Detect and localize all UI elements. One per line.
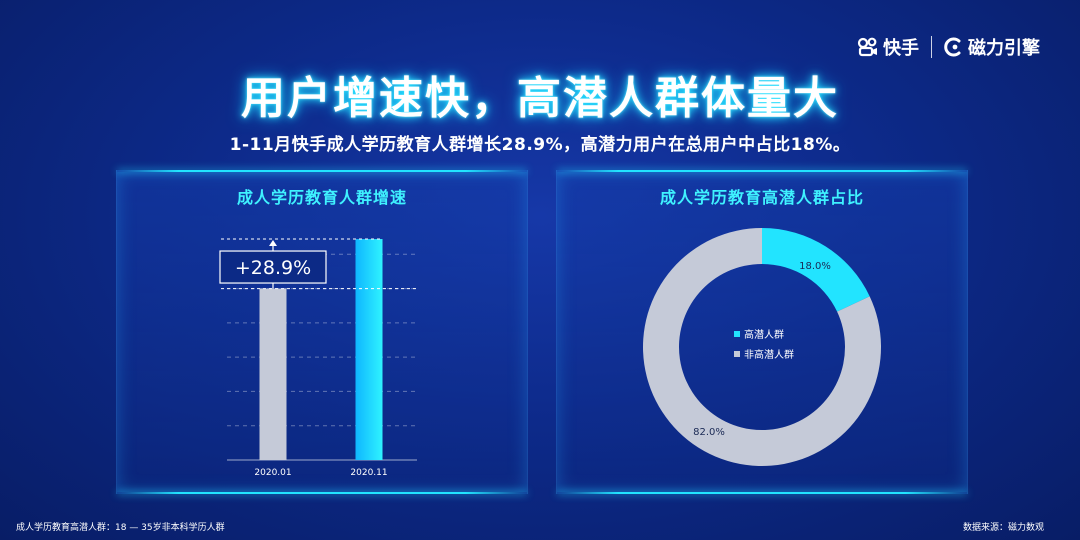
logo-divider [931,36,932,58]
slice-non-high-potential [643,228,881,466]
growth-annotation-box [219,250,327,284]
growth-annotation: +28.9% [235,257,311,279]
slice-high-potential [762,228,870,312]
donut-chart-title: 成人学历教育高潜人群占比 [659,188,864,207]
cili-label: 磁力引擎 [968,38,1040,59]
bar-2020.01 [259,288,287,460]
bar-chart: 2020.01 2020.11 +28.9% [219,238,417,478]
cili-engine-icon [944,37,964,57]
kuaishou-icon [857,37,879,57]
slice-value-label: 82.0% [693,427,725,438]
brand-logos: 快手 磁力引擎 [857,34,1040,60]
legend-entry: 非高潜人群 [744,348,794,361]
cili-logo: 磁力引擎 [944,34,1040,60]
growth-arrow-icon [269,240,277,247]
bar-chart-title: 成人学历教育人群增速 [236,188,407,207]
definition-footnote: 成人学历教育高潜人群：18 — 35岁非本科学历人群 [16,523,225,533]
legend-swatch [734,351,740,357]
slice-value-label: 18.0% [799,261,831,272]
legend-swatch [734,331,740,337]
donut-chart-panel: 成人学历教育高潜人群占比 18.0% 82.0% 高潜人群非高潜人群 [556,170,968,494]
legend-entry: 高潜人群 [744,328,784,341]
bar-2020.11 [355,239,383,460]
bar-chart-panel: 成人学历教育人群增速 2020.01 2020.11 +28.9% [116,170,528,494]
x-tick-label: 2020.01 [254,468,291,478]
page-subtitle: 1-11月快手成人学历教育人群增长28.9%，高潜力用户在总用户中占比18%。 [229,135,851,155]
page-title: 用户增速快，高潜人群体量大 [241,73,839,124]
kuaishou-label: 快手 [883,38,919,59]
source-footnote: 数据来源：磁力数观 [962,523,1044,533]
kuaishou-logo: 快手 [857,34,919,60]
x-tick-label: 2020.11 [350,468,387,478]
